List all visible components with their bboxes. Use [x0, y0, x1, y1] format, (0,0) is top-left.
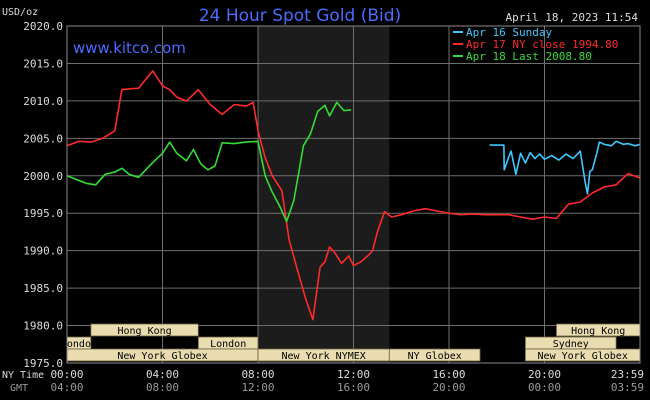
- y-tick-label: 1975.0: [23, 357, 63, 370]
- plot-frame: [66, 25, 641, 364]
- y-axis-unit-label: USD/oz: [2, 7, 38, 18]
- legend-entry: Apr 16 Sunday: [453, 26, 552, 39]
- legend-entry: Apr 17 NY close 1994.80: [453, 38, 618, 51]
- market-session-label: New York Globex: [117, 351, 207, 362]
- x-tick-label-ny: 04:00: [146, 368, 179, 381]
- y-tick-label: 1980.0: [23, 320, 63, 333]
- market-session-label: London: [210, 339, 246, 350]
- market-session: Sydney: [525, 336, 617, 350]
- market-session-bar: [90, 323, 199, 337]
- y-tick-label: 1990.0: [23, 245, 63, 258]
- x-tick-label-ny: 12:00: [337, 368, 370, 381]
- chart-title: 24 Hour Spot Gold (Bid): [199, 6, 401, 26]
- x-tick-label-gmt: 12:00: [241, 381, 274, 394]
- x-tick-label-ny: 16:00: [432, 368, 465, 381]
- legend-label: Apr 16 Sunday: [466, 26, 552, 39]
- axis-layer: 1975.0 1980.0 1985.0 1990.0 1995.0 2000.0 2005…: [2, 20, 644, 394]
- market-session: London: [61, 336, 97, 350]
- x-tick-label-ny: 00:00: [50, 368, 83, 381]
- session-shading-layer: [258, 26, 390, 363]
- x-tick-label-gmt: 20:00: [432, 381, 465, 394]
- x-tick-label-gmt: 16:00: [337, 381, 370, 394]
- y-tick-label: 1995.0: [23, 207, 63, 220]
- market-session-label: NY Globex: [408, 351, 462, 362]
- y-tick-label: 2015.0: [23, 57, 63, 70]
- y-tick-label: 2000.0: [23, 170, 63, 183]
- x-tick-label-ny: 20:00: [528, 368, 561, 381]
- market-session: New York Globex: [525, 348, 641, 362]
- series-line-2: [66, 101, 352, 223]
- market-session-label: New York Globex: [538, 351, 628, 362]
- nymex-session-shading: [258, 26, 390, 363]
- x-row-label-gmt: GMT: [10, 383, 28, 394]
- x-tick-label-ny: 08:00: [241, 368, 274, 381]
- series-line-0: [489, 140, 641, 195]
- market-session: New York NYMEX: [257, 348, 390, 362]
- y-tick-label: 1985.0: [23, 282, 63, 295]
- market-session-label: Hong Kong: [118, 326, 172, 337]
- y-tick-label: 2010.0: [23, 95, 63, 108]
- y-tick-label: 2005.0: [23, 132, 63, 145]
- x-tick-label-gmt: 08:00: [146, 381, 179, 394]
- y-tick-label: 2020.0: [23, 20, 63, 33]
- series-line-1: [66, 70, 641, 321]
- x-tick-label-gmt: 03:59: [611, 381, 644, 394]
- series-layer: [66, 70, 641, 321]
- legend-label: Apr 17 NY close 1994.80: [466, 38, 618, 51]
- legend-label: Apr 18 Last 2008.80: [466, 50, 592, 63]
- x-tick-label-gmt: 04:00: [50, 381, 83, 394]
- market-session: Hong Kong: [556, 323, 641, 337]
- market-session-label: Sydney: [553, 339, 589, 350]
- market-session: Hong Kong: [90, 323, 199, 337]
- legend-entry: Apr 18 Last 2008.80: [453, 50, 592, 63]
- market-session-label: London: [61, 339, 97, 350]
- market-session-label: New York NYMEX: [282, 351, 366, 362]
- chart-date: April 18, 2023 11:54: [506, 11, 639, 24]
- market-session-label: Hong Kong: [571, 326, 625, 337]
- market-session: London: [197, 336, 259, 350]
- market-session: NY Globex: [388, 348, 481, 362]
- x-row-label-ny: NY Time: [2, 370, 44, 381]
- x-tick-label-ny: 23:59: [611, 368, 644, 381]
- x-tick-label-gmt: 00:00: [528, 381, 561, 394]
- market-session-bar: [388, 348, 481, 362]
- brand-watermark: www.kitco.com: [73, 39, 186, 57]
- market-session: New York Globex: [66, 348, 259, 362]
